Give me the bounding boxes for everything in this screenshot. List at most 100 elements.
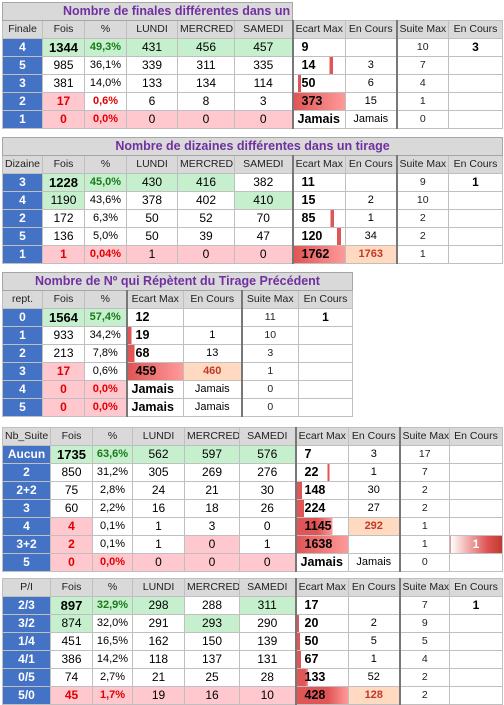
col-header: % bbox=[84, 155, 127, 174]
row-key: 3/2 bbox=[2, 614, 51, 633]
samedi-cell: 30 bbox=[239, 481, 296, 500]
row-key: 5 bbox=[2, 398, 43, 417]
pct-cell: 45,0% bbox=[84, 173, 127, 192]
fois-cell: 451 bbox=[50, 632, 93, 651]
samedi-cell: 576 bbox=[239, 445, 296, 464]
fois-cell: 213 bbox=[42, 344, 85, 363]
table-row: 2 850 31,2% 305 269 276 22 1 7 bbox=[2, 463, 503, 482]
pct-cell: 32,9% bbox=[92, 596, 133, 615]
suite-en-cours-cell bbox=[449, 499, 503, 518]
mercredi-cell: 293 bbox=[184, 614, 240, 633]
en-cours-cell bbox=[348, 596, 400, 615]
suite-max-cell: 17 bbox=[398, 445, 450, 464]
col-header: Suite Max bbox=[398, 578, 450, 597]
table-suites: Nb_Suite Fois% LUNDI MERCREDI SAMEDI Ecart Ma… bbox=[2, 427, 503, 572]
suite-en-cours-cell bbox=[449, 463, 503, 482]
row-key: 4 bbox=[2, 191, 43, 210]
mercredi-cell: 8 bbox=[177, 92, 235, 111]
lundi-cell: 21 bbox=[132, 668, 185, 687]
col-header: % bbox=[92, 427, 133, 446]
fois-cell: 1228 bbox=[42, 173, 85, 192]
row-key: 3 bbox=[2, 173, 43, 192]
en-cours-cell: 52 bbox=[348, 668, 400, 687]
fois-cell: 0 bbox=[42, 110, 85, 129]
col-header: MERCREDI bbox=[177, 155, 235, 174]
mercredi-cell: 288 bbox=[184, 596, 240, 615]
fois-cell: 381 bbox=[42, 74, 85, 93]
suite-en-cours-cell: 1 bbox=[449, 596, 503, 615]
col-header: Nb_Suite bbox=[2, 427, 51, 446]
col-header: % bbox=[84, 290, 127, 309]
row-key: 5 bbox=[2, 56, 43, 75]
row-key: 1 bbox=[2, 245, 43, 264]
suite-en-cours-cell bbox=[448, 245, 503, 264]
fois-cell: 897 bbox=[50, 596, 93, 615]
col-header: MERCREDI bbox=[177, 20, 235, 39]
table-row: 2/3 897 32,9% 298 288 311 17 7 1 bbox=[2, 596, 503, 615]
en-cours-cell: 13 bbox=[183, 344, 242, 363]
table-repetitions: Nombre de Nº qui Répètent du Tirage Préc… bbox=[2, 272, 353, 417]
ecart-max-cell: 68 bbox=[125, 344, 184, 363]
col-header: Fois bbox=[42, 20, 85, 39]
mercredi-cell: 0 bbox=[177, 245, 235, 264]
col-header: SAMEDI bbox=[234, 20, 293, 39]
samedi-cell: 290 bbox=[239, 614, 296, 633]
mercredi-cell: 0 bbox=[184, 535, 240, 554]
fois-cell: 136 bbox=[42, 227, 85, 246]
samedi-cell: 131 bbox=[239, 650, 296, 669]
samedi-cell: 47 bbox=[234, 227, 293, 246]
col-header: Ecart Max bbox=[125, 290, 184, 309]
suite-en-cours-cell bbox=[449, 553, 503, 572]
row-key: 2 bbox=[2, 344, 43, 363]
suite-max-cell: 0 bbox=[240, 380, 299, 399]
suite-en-cours-cell bbox=[448, 56, 503, 75]
table-row: 2 17 0,6% 6 8 3 373 15 1 bbox=[2, 92, 503, 111]
suite-max-cell: 7 bbox=[398, 463, 450, 482]
col-header: En Cours bbox=[298, 290, 353, 309]
en-cours-cell: 2 bbox=[345, 191, 397, 210]
en-cours-cell: Jamais bbox=[345, 110, 397, 129]
col-header: Suite Max bbox=[395, 20, 449, 39]
ecart-max-cell: 148 bbox=[294, 481, 349, 500]
table-row: 4 1190 43,6% 378 402 410 15 2 10 bbox=[2, 191, 503, 210]
row-key: 4 bbox=[2, 38, 43, 57]
ecart-max-cell: 50 bbox=[291, 74, 346, 93]
samedi-cell: 311 bbox=[239, 596, 296, 615]
fois-cell: 0 bbox=[50, 553, 93, 572]
table-row: 4 1344 49,3% 431 456 457 9 10 3 bbox=[2, 38, 503, 57]
en-cours-cell: 3 bbox=[348, 445, 400, 464]
pct-cell: 0,6% bbox=[84, 92, 127, 111]
col-header: En Cours bbox=[183, 290, 242, 309]
row-key: 1 bbox=[2, 110, 43, 129]
row-key: 5 bbox=[2, 227, 43, 246]
fois-cell: 0 bbox=[42, 398, 85, 417]
row-key: 1/4 bbox=[2, 632, 51, 651]
table-row: 3/2 874 32,0% 291 293 290 20 2 9 bbox=[2, 614, 503, 633]
fois-cell: 45 bbox=[50, 686, 93, 705]
en-cours-cell: 292 bbox=[348, 517, 400, 536]
table-title: Nombre de dizaines différentes dans un t… bbox=[2, 137, 503, 156]
col-header: % bbox=[84, 20, 127, 39]
mercredi-cell: 137 bbox=[184, 650, 240, 669]
col-header: En Cours bbox=[448, 20, 503, 39]
col-header: LUNDI bbox=[126, 20, 178, 39]
table-row: 0/5 74 2,7% 21 25 28 133 52 2 bbox=[2, 668, 503, 687]
fois-cell: 4 bbox=[50, 517, 93, 536]
row-key: 3 bbox=[2, 362, 43, 381]
suite-max-cell: 9 bbox=[398, 614, 450, 633]
table-row: 3 381 14,0% 133 134 114 50 6 4 bbox=[2, 74, 503, 93]
table-row: 4 0 0,0% Jamais Jamais 0 bbox=[2, 380, 353, 399]
pct-cell: 0,1% bbox=[92, 535, 133, 554]
fois-cell: 1190 bbox=[42, 191, 85, 210]
suite-en-cours-cell: 3 bbox=[448, 38, 503, 57]
table-row: 5 136 5,0% 50 39 47 120 34 2 bbox=[2, 227, 503, 246]
en-cours-cell: Jamais bbox=[348, 553, 400, 572]
col-header: En Cours bbox=[348, 427, 400, 446]
col-header: Dizaine bbox=[2, 155, 43, 174]
lundi-cell: 24 bbox=[132, 481, 185, 500]
col-header: Fois bbox=[42, 155, 85, 174]
ecart-max-cell: Jamais bbox=[291, 110, 346, 129]
pct-cell: 16,5% bbox=[92, 632, 133, 651]
pct-cell: 0,0% bbox=[84, 380, 127, 399]
col-header: SAMEDI bbox=[234, 155, 293, 174]
